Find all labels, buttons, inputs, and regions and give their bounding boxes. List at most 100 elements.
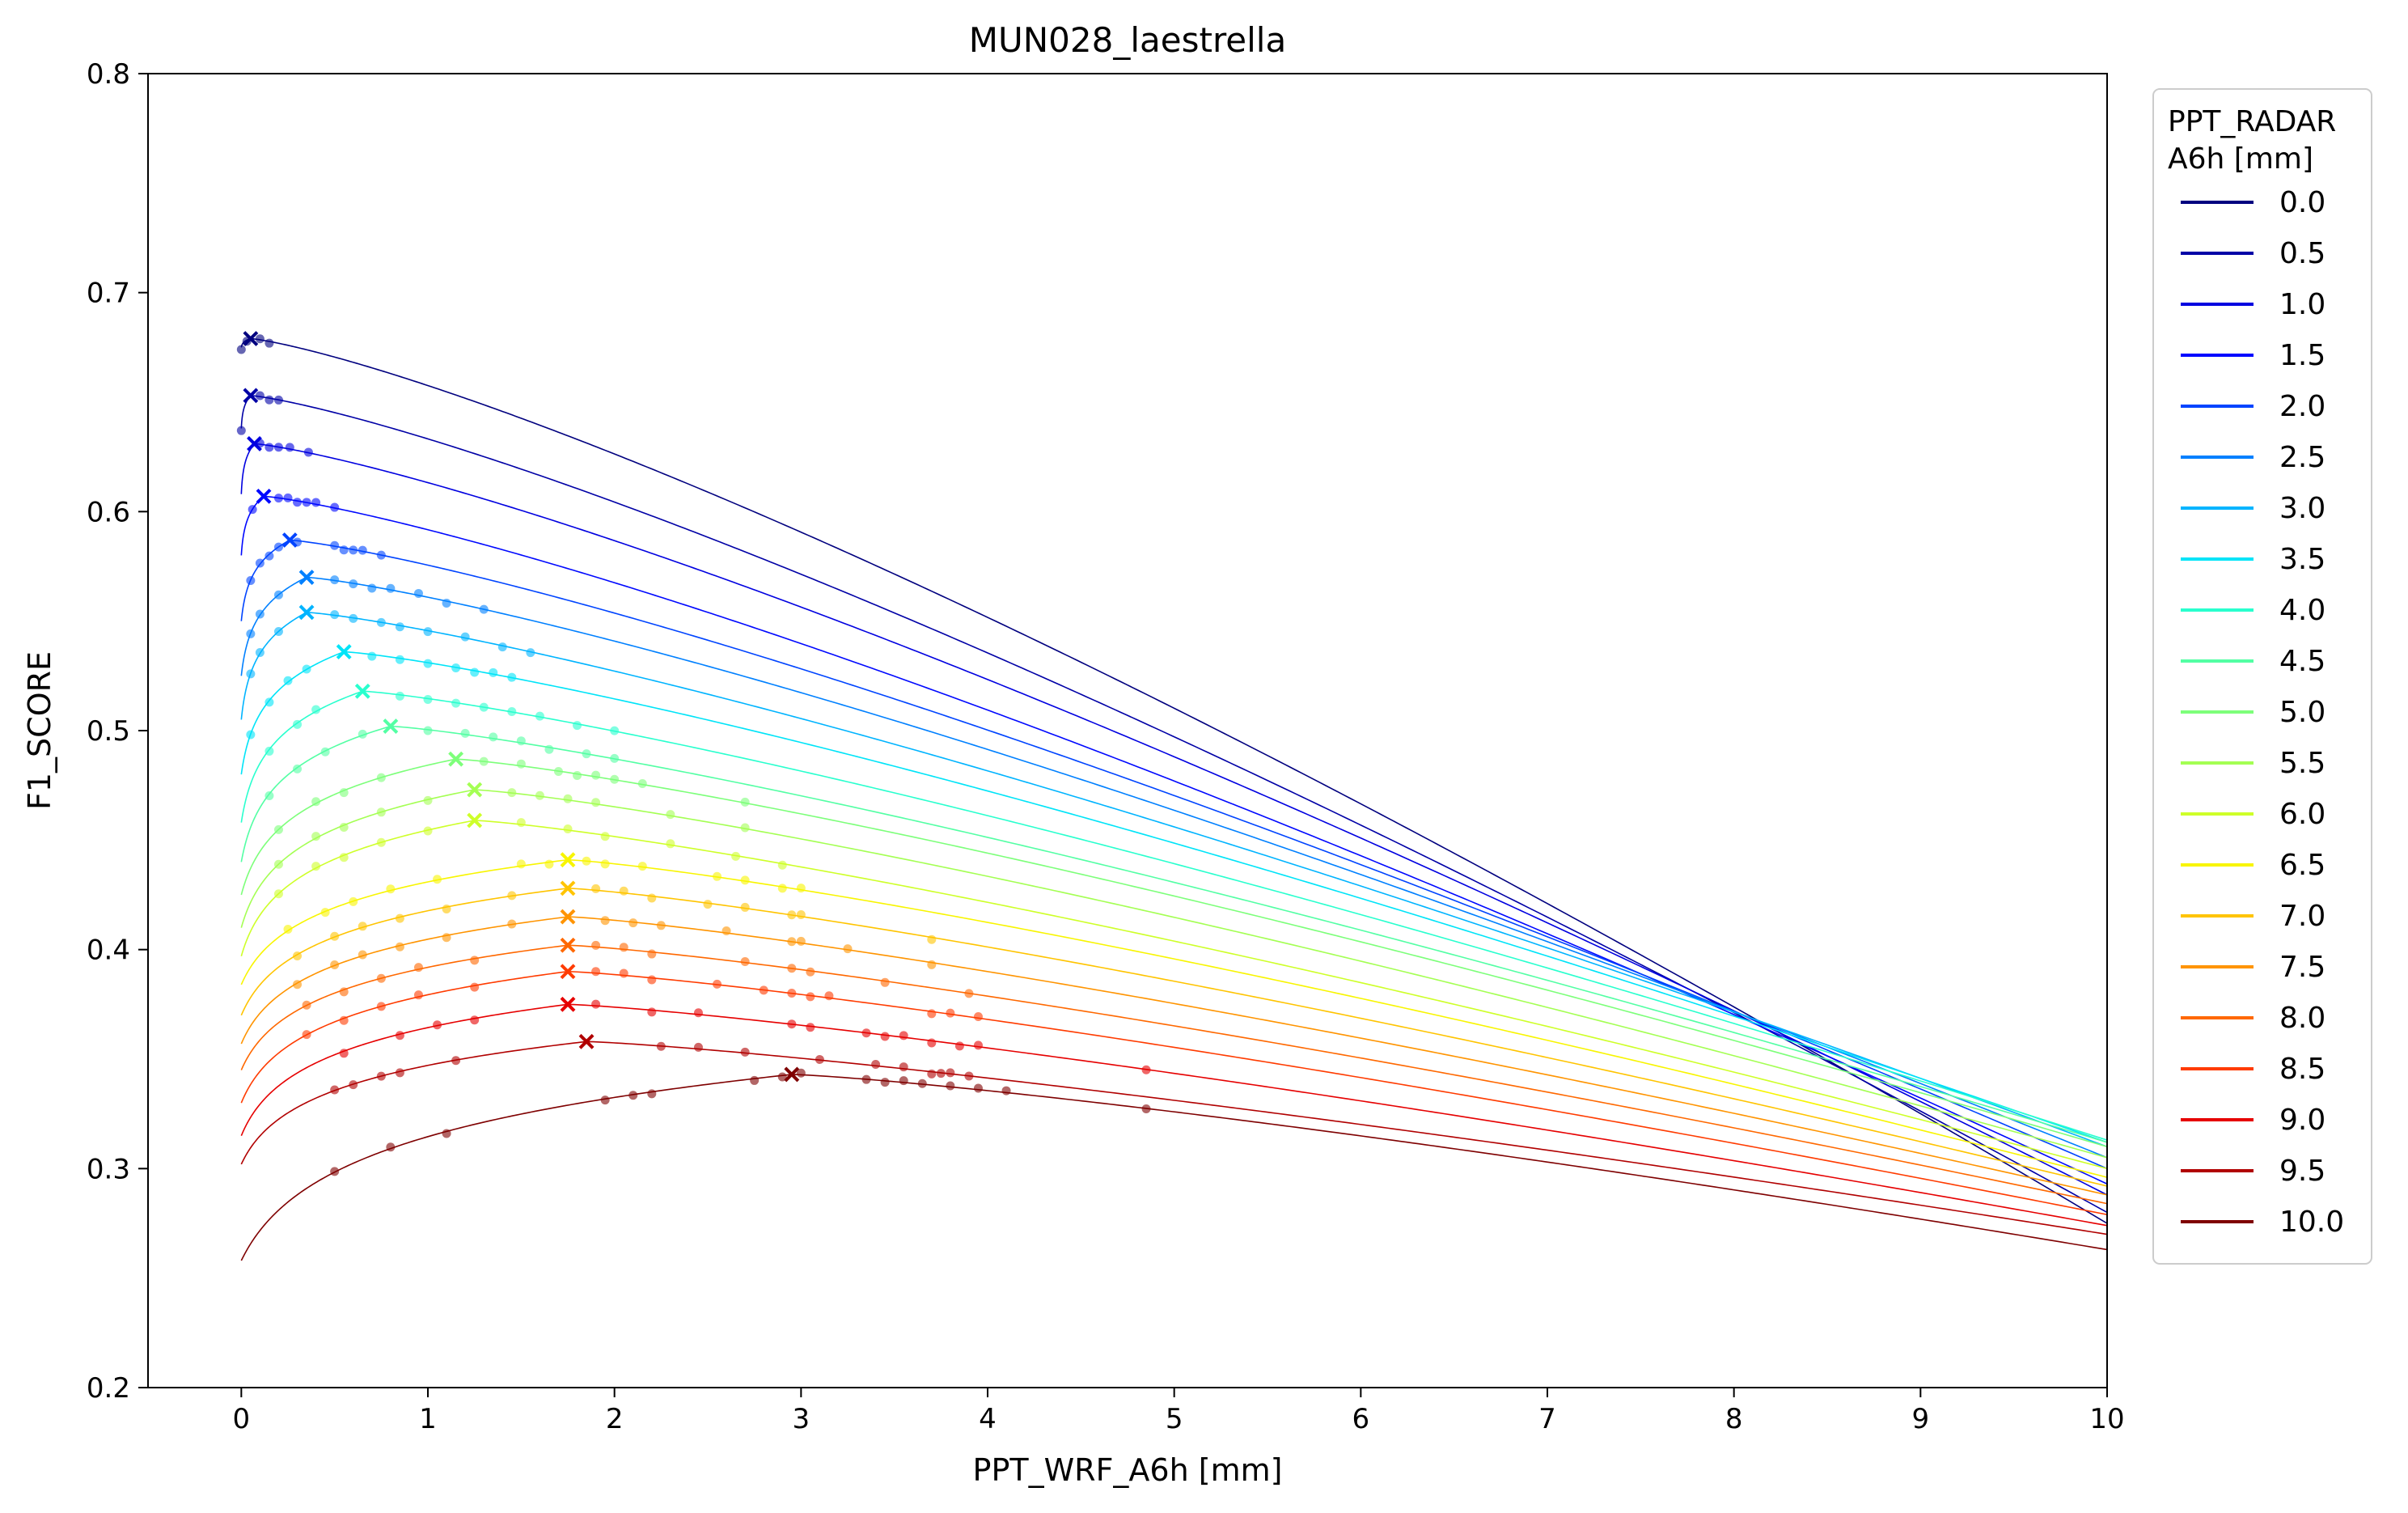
series-line bbox=[240, 725, 2107, 1143]
peak-marker bbox=[560, 996, 576, 1012]
data-point bbox=[255, 609, 264, 619]
x-tick-label: 7 bbox=[1538, 1403, 1556, 1435]
y-tick-label: 0.5 bbox=[87, 715, 130, 748]
series-line bbox=[240, 944, 2107, 1205]
data-point bbox=[293, 980, 303, 990]
data-point bbox=[246, 629, 256, 638]
data-point bbox=[516, 859, 526, 869]
data-point bbox=[255, 558, 264, 568]
data-point bbox=[964, 1071, 974, 1081]
legend-label: 4.5 bbox=[2279, 645, 2325, 678]
data-point bbox=[470, 956, 480, 965]
y-tick-label: 0.2 bbox=[87, 1372, 130, 1405]
series-line bbox=[240, 820, 2107, 1170]
data-point bbox=[479, 604, 489, 614]
data-point bbox=[927, 1009, 937, 1019]
data-point bbox=[647, 1007, 657, 1017]
data-point bbox=[628, 918, 638, 928]
data-point bbox=[236, 345, 246, 354]
y-tick-label: 0.6 bbox=[87, 496, 130, 528]
data-point bbox=[442, 1129, 451, 1138]
data-point bbox=[610, 726, 620, 735]
series-line bbox=[240, 1074, 2107, 1261]
data-point bbox=[787, 989, 797, 998]
data-point bbox=[777, 1072, 787, 1082]
data-point bbox=[946, 1008, 955, 1018]
legend-label: 4.0 bbox=[2279, 594, 2325, 627]
series-line bbox=[240, 337, 2107, 1224]
legend-label: 10.0 bbox=[2279, 1206, 2344, 1239]
data-point bbox=[861, 1028, 871, 1038]
data-point bbox=[358, 729, 367, 739]
data-point bbox=[582, 856, 591, 866]
data-point bbox=[330, 960, 340, 969]
data-point bbox=[973, 1083, 983, 1093]
data-point bbox=[376, 1002, 386, 1011]
data-point bbox=[273, 590, 283, 600]
data-point bbox=[666, 839, 675, 849]
series-line bbox=[240, 651, 2107, 1143]
legend-title-line1: PPT_RADAR bbox=[2168, 105, 2336, 138]
data-point bbox=[413, 990, 423, 1000]
data-point bbox=[610, 774, 620, 784]
data-point bbox=[273, 443, 283, 452]
data-point bbox=[544, 859, 554, 869]
data-point bbox=[236, 426, 246, 435]
x-tick-label: 5 bbox=[1166, 1403, 1183, 1435]
data-point bbox=[637, 779, 647, 789]
legend-label: 7.0 bbox=[2279, 900, 2325, 933]
data-point bbox=[666, 810, 675, 820]
data-point bbox=[880, 977, 890, 987]
x-tick-label: 1 bbox=[419, 1403, 437, 1435]
data-point bbox=[703, 900, 713, 909]
data-point bbox=[460, 728, 470, 738]
legend-label: 1.5 bbox=[2279, 339, 2325, 372]
data-point bbox=[264, 338, 274, 348]
y-axis: 0.2 0.3 0.4 0.5 0.6 0.7 0.8 bbox=[87, 58, 148, 1405]
data-point bbox=[349, 579, 358, 589]
data-point bbox=[619, 886, 628, 896]
data-point bbox=[460, 632, 470, 642]
data-point bbox=[713, 871, 722, 881]
series-line bbox=[240, 690, 2107, 1141]
data-point bbox=[516, 818, 526, 828]
data-point bbox=[283, 925, 293, 934]
data-point bbox=[722, 926, 731, 936]
data-point bbox=[283, 493, 293, 502]
legend-label: 2.5 bbox=[2279, 441, 2325, 474]
data-point bbox=[395, 942, 404, 951]
data-point bbox=[787, 937, 797, 947]
data-point bbox=[395, 691, 404, 701]
data-point bbox=[339, 853, 349, 862]
data-point bbox=[367, 583, 377, 593]
series-line bbox=[240, 970, 2107, 1215]
legend-label: 6.0 bbox=[2279, 798, 2325, 831]
peak-marker bbox=[247, 436, 262, 451]
legend-label: 5.5 bbox=[2279, 747, 2325, 780]
data-point bbox=[376, 973, 386, 983]
data-point bbox=[302, 1000, 311, 1010]
peak-marker bbox=[243, 331, 259, 346]
data-point bbox=[619, 943, 628, 952]
data-point bbox=[376, 617, 386, 627]
data-point bbox=[339, 987, 349, 997]
data-point bbox=[293, 951, 303, 961]
x-tick-label: 8 bbox=[1725, 1403, 1743, 1435]
data-point bbox=[303, 447, 313, 457]
peak-marker bbox=[281, 532, 298, 548]
y-tick-label: 0.4 bbox=[87, 934, 130, 967]
series-line bbox=[240, 612, 2107, 1148]
data-point bbox=[796, 910, 806, 920]
legend-label: 9.5 bbox=[2279, 1155, 2325, 1188]
legend-label: 3.0 bbox=[2279, 492, 2325, 525]
data-point bbox=[591, 798, 601, 807]
data-point bbox=[264, 443, 274, 452]
data-point bbox=[843, 944, 853, 954]
data-point bbox=[423, 694, 433, 704]
data-point bbox=[899, 1031, 908, 1040]
data-point bbox=[693, 1008, 703, 1018]
data-point bbox=[376, 1071, 386, 1081]
data-point bbox=[339, 1049, 349, 1058]
y-tick-label: 0.3 bbox=[87, 1153, 130, 1185]
